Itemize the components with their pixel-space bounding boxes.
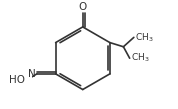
Text: HO: HO [9,75,25,85]
Text: O: O [79,2,87,12]
Text: CH$_3$: CH$_3$ [131,52,149,65]
Text: N: N [28,69,36,79]
Text: CH$_3$: CH$_3$ [135,31,153,44]
